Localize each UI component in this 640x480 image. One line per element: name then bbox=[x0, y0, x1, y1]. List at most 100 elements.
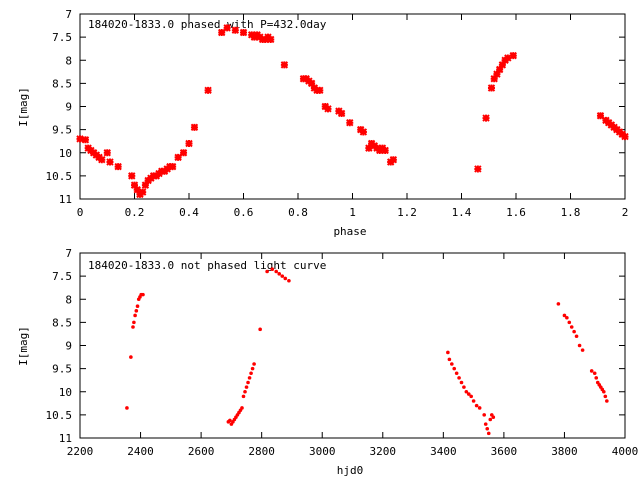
phased-data-point bbox=[280, 61, 289, 69]
unphased-data-point bbox=[287, 278, 291, 283]
phased-data-point bbox=[138, 188, 147, 196]
phased-data-point bbox=[190, 123, 199, 132]
phased-data-point bbox=[493, 70, 501, 78]
unphased-x-tick-label: 2600 bbox=[188, 445, 215, 458]
unphased-y-tick-label: 7.5 bbox=[52, 270, 72, 283]
unphased-data-point bbox=[459, 380, 464, 385]
unphased-y-tick-label: 8.5 bbox=[52, 316, 72, 329]
unphased-y-axis-label: I[mag] bbox=[17, 326, 30, 366]
phased-y-tick-label: 9.5 bbox=[52, 124, 72, 137]
unphased-x-tick-label: 2800 bbox=[248, 445, 275, 458]
phased-data-point bbox=[346, 118, 354, 127]
unphased-x-tick-label: 3800 bbox=[551, 445, 578, 458]
unphased-data-point bbox=[270, 267, 275, 271]
phased-data-point bbox=[381, 146, 389, 155]
unphased-data-point bbox=[246, 380, 250, 385]
phased-data-points bbox=[76, 24, 629, 199]
unphased-data-point bbox=[574, 334, 579, 339]
phased-y-tick-label: 11 bbox=[59, 193, 72, 206]
unphased-x-ticks: 2200 2400 2600 2800 3000 3200 3400 3600 3800 4000 bbox=[67, 253, 638, 458]
unphased-data-point bbox=[562, 313, 567, 318]
unphased-data-point bbox=[469, 394, 473, 399]
unphased-data-point bbox=[565, 315, 569, 320]
phased-data-point bbox=[98, 155, 106, 164]
phased-data-point bbox=[389, 155, 398, 164]
phased-y-axis-label: I[mag] bbox=[17, 87, 30, 127]
unphased-data-point bbox=[132, 320, 136, 325]
unphased-data-point bbox=[605, 399, 609, 403]
unphased-y-tick-label: 9.5 bbox=[52, 363, 72, 376]
unphased-x-tick-label: 2200 bbox=[67, 445, 94, 458]
phased-data-point bbox=[133, 186, 141, 194]
unphased-y-tick-label: 10.5 bbox=[46, 409, 73, 422]
unphased-data-point bbox=[228, 418, 232, 423]
unphased-data-point bbox=[447, 357, 452, 362]
unphased-data-point bbox=[603, 394, 608, 399]
unphased-data-point bbox=[594, 376, 599, 380]
unphased-x-tick-label: 3400 bbox=[430, 445, 457, 458]
unphased-data-point bbox=[131, 325, 135, 329]
unphased-data-point bbox=[577, 343, 582, 348]
unphased-data-point bbox=[486, 431, 491, 436]
phased-data-point bbox=[482, 114, 490, 122]
phased-data-point bbox=[185, 139, 193, 148]
unphased-data-point bbox=[474, 403, 479, 408]
unphased-data-point bbox=[125, 406, 129, 410]
unphased-data-point bbox=[241, 394, 246, 399]
phased-data-point bbox=[596, 112, 605, 120]
unphased-data-point bbox=[483, 422, 488, 426]
phased-chart: 184020-1833.0 phased with P=432.0day I[m… bbox=[17, 8, 629, 238]
unphased-data-point bbox=[250, 366, 255, 371]
unphased-data-point bbox=[450, 362, 454, 366]
phased-chart-title: 184020-1833.0 phased with P=432.0day bbox=[88, 18, 327, 31]
unphased-data-point bbox=[567, 320, 572, 325]
phased-data-point bbox=[495, 65, 504, 74]
phased-x-tick-label: 1 bbox=[349, 206, 356, 219]
phased-data-point bbox=[168, 162, 177, 171]
unphased-data-point bbox=[602, 389, 606, 394]
phased-y-tick-label: 8.5 bbox=[52, 77, 72, 90]
unphased-data-point bbox=[243, 389, 247, 394]
unphased-data-point bbox=[462, 385, 466, 389]
unphased-data-point bbox=[485, 426, 490, 431]
phased-data-point bbox=[474, 165, 482, 173]
phased-y-tick-label: 9 bbox=[65, 101, 72, 114]
phased-data-point bbox=[174, 153, 182, 162]
unphased-data-point bbox=[258, 327, 262, 332]
phased-data-point bbox=[204, 86, 212, 95]
unphased-data-point bbox=[491, 415, 496, 419]
phased-y-tick-label: 10 bbox=[59, 147, 72, 160]
unphased-data-point bbox=[244, 385, 249, 389]
unphased-data-point bbox=[556, 302, 561, 306]
phased-data-point bbox=[267, 35, 275, 44]
unphased-y-tick-label: 9 bbox=[65, 340, 72, 353]
unphased-data-point bbox=[471, 399, 476, 403]
unphased-data-point bbox=[247, 376, 252, 380]
unphased-x-tick-label: 3000 bbox=[309, 445, 336, 458]
phased-x-tick-label: 1.4 bbox=[452, 206, 472, 219]
unphased-data-point bbox=[466, 392, 471, 396]
phased-x-tick-label: 0.2 bbox=[125, 206, 145, 219]
unphased-data-point bbox=[277, 272, 282, 276]
phased-data-point bbox=[324, 105, 332, 113]
phased-data-point bbox=[103, 149, 111, 157]
phased-data-point bbox=[179, 149, 188, 157]
phased-data-point bbox=[239, 28, 248, 37]
phased-x-ticks: 0 0.2 0.4 0.6 0.8 1 1.2 1.4 1.6 1.8 2 bbox=[77, 14, 628, 219]
unphased-data-point bbox=[265, 269, 269, 274]
phased-data-point bbox=[487, 84, 496, 92]
phased-data-point bbox=[359, 128, 368, 136]
unphased-data-point bbox=[488, 417, 493, 422]
phased-y-tick-label: 7 bbox=[65, 8, 72, 21]
unphased-data-point bbox=[283, 276, 288, 281]
phased-x-tick-label: 0.4 bbox=[179, 206, 199, 219]
phased-x-tick-label: 1.8 bbox=[561, 206, 581, 219]
unphased-data-point bbox=[446, 350, 450, 355]
unphased-data-point bbox=[482, 413, 487, 417]
phased-y-tick-label: 10.5 bbox=[46, 170, 73, 183]
phased-data-point bbox=[504, 54, 512, 62]
phased-data-point bbox=[114, 162, 122, 171]
unphased-data-point bbox=[580, 348, 585, 352]
unphased-y-tick-label: 11 bbox=[59, 432, 72, 445]
